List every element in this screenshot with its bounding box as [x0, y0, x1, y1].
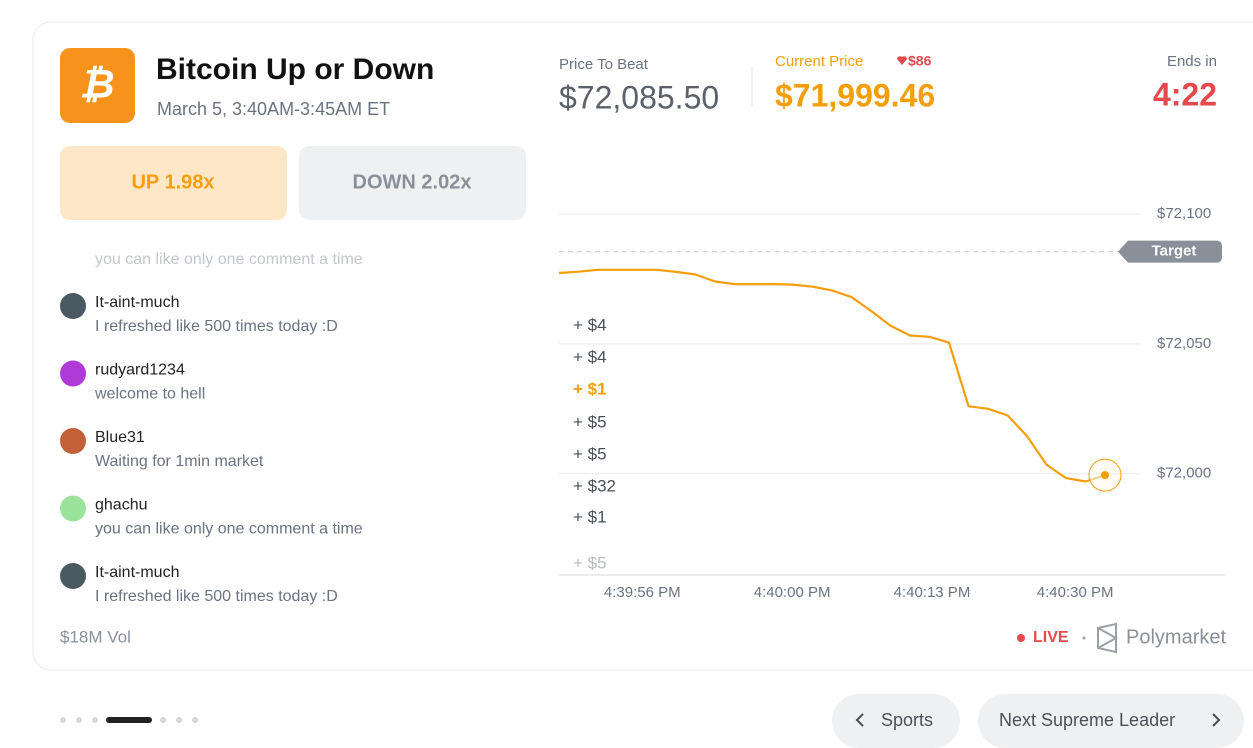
comment-user: It-aint-much — [95, 564, 179, 581]
chevron-left — [855, 713, 864, 727]
down-label: DOWN 2.02x — [353, 171, 472, 193]
live-label: LIVE — [1033, 629, 1069, 646]
bid: + $1 — [573, 507, 607, 526]
up-label: UP 1.98x — [131, 171, 214, 193]
avatar — [60, 428, 86, 454]
market-title: Bitcoin Up or Down — [156, 53, 434, 86]
next-label: Next Supreme Leader — [999, 710, 1175, 730]
bid: + $5 — [573, 412, 607, 431]
current-price: $71,999.46 — [775, 77, 935, 113]
current-dot — [1101, 471, 1109, 480]
logo — [60, 48, 135, 123]
x-tick-label: 4:39:56 PM — [604, 584, 681, 601]
bid: + $1 — [573, 379, 607, 398]
price-to-beat: $72,085.50 — [559, 79, 719, 115]
prev-label: Sports — [881, 710, 933, 730]
live-dot — [1017, 634, 1025, 642]
y-tick-label: $72,100 — [1157, 205, 1211, 222]
up-button[interactable] — [60, 146, 287, 220]
prev-button[interactable] — [832, 694, 960, 748]
avatar — [60, 360, 86, 387]
comment-text: I refreshed like 500 times today :D — [95, 588, 338, 605]
market-subtitle: March 5, 3:40AM-3:45AM ET — [157, 99, 390, 119]
x-tick-label: 4:40:30 PM — [1037, 584, 1114, 601]
brand-icon — [1097, 622, 1119, 654]
comment-text: Waiting for 1min market — [95, 453, 264, 470]
market-card — [32, 21, 1253, 671]
brand: Polymarket — [1126, 626, 1226, 648]
next-button[interactable] — [978, 694, 1244, 748]
ends-in: 4:22 — [1153, 76, 1217, 112]
price-line — [558, 268, 1106, 483]
bid: + $4 — [573, 315, 607, 334]
current-price-label: Current Price — [775, 53, 863, 70]
bid: + $32 — [573, 476, 616, 495]
bid: + $5 — [573, 553, 607, 572]
avatar — [60, 293, 86, 319]
ends-in-label: Ends in — [1167, 53, 1217, 70]
comment-user: rudyard1234 — [95, 362, 185, 379]
volume: $18M Vol — [60, 627, 131, 646]
comment-text: welcome to hell — [94, 386, 205, 403]
logo-symbol: ₿ — [79, 63, 114, 107]
comment-text: you can like only one comment a time — [95, 251, 363, 268]
comment-text: you can like only one comment a time — [95, 521, 363, 538]
price-to-beat-label: Price To Beat — [559, 56, 649, 73]
chevron-right — [1212, 713, 1221, 727]
y-tick-label: $72,050 — [1157, 335, 1211, 352]
avatar — [60, 563, 86, 589]
x-tick-label: 4:40:13 PM — [894, 584, 971, 601]
comment-user: It-aint-much — [95, 294, 179, 311]
comment-user: Blue31 — [95, 429, 145, 446]
bid: + $4 — [573, 347, 607, 366]
target-tag — [1118, 240, 1222, 263]
target-label: Target — [1152, 243, 1197, 260]
comment-user: ghachu — [95, 497, 148, 514]
bid: + $5 — [573, 444, 607, 463]
heart-icon — [897, 56, 907, 65]
pager — [60, 717, 198, 723]
avatar — [60, 495, 86, 522]
x-tick-label: 4:40:00 PM — [754, 584, 831, 601]
down-button[interactable] — [299, 146, 526, 220]
y-tick-label: $72,000 — [1157, 465, 1211, 482]
separator-dot — [1082, 636, 1086, 640]
comment-text: I refreshed like 500 times today :D — [95, 318, 338, 335]
price-change: $86 — [908, 53, 932, 69]
